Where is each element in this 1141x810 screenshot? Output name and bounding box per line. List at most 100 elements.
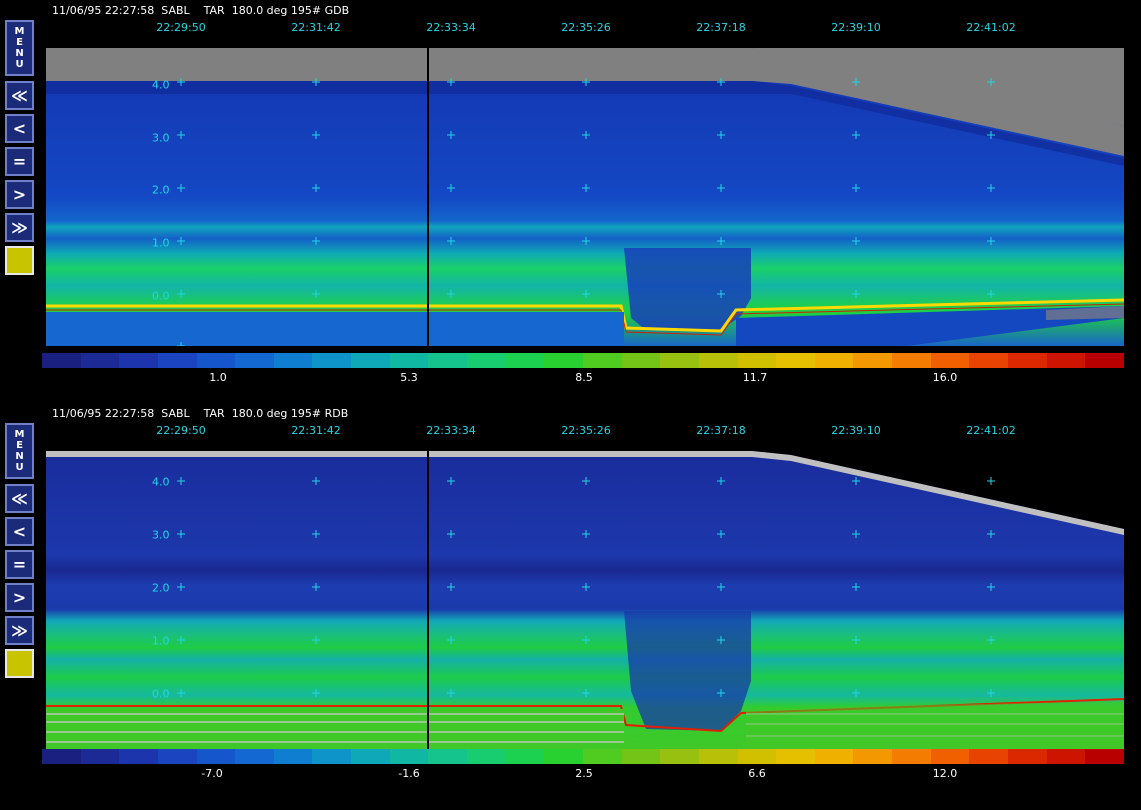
colorbar-swatch xyxy=(1008,749,1047,764)
menu-button[interactable]: M E N U xyxy=(5,20,34,76)
colorbar-swatch xyxy=(930,353,970,368)
colorbar-swatch xyxy=(737,749,777,764)
colorbar-swatch xyxy=(853,749,893,764)
time-label: 22:33:34 xyxy=(426,424,476,437)
colorbar-swatch xyxy=(351,353,390,368)
y-axis-label: 2.0 xyxy=(152,581,170,595)
colorbar-swatch xyxy=(1046,353,1086,368)
colorbar xyxy=(42,749,1124,764)
time-label: 22:39:10 xyxy=(831,21,881,34)
y-axis-label: 4.0 xyxy=(152,78,170,92)
colorbar-swatch xyxy=(582,353,622,368)
fast-forward-button[interactable]: ≫ xyxy=(5,213,34,242)
menu-letter: E xyxy=(16,440,23,451)
colorbar-swatch xyxy=(969,749,1009,764)
colorbar-swatch xyxy=(273,353,313,368)
time-label: 22:39:10 xyxy=(831,424,881,437)
y-axis-label: 2.0 xyxy=(152,183,170,197)
y-axis-label: 3.0 xyxy=(152,131,170,145)
time-label: 22:35:26 xyxy=(561,21,611,34)
color-swatch-button[interactable] xyxy=(5,649,34,678)
menu-letter: U xyxy=(15,462,24,473)
colorbar-swatch xyxy=(621,353,661,368)
colorbar-label: 11.7 xyxy=(742,371,768,384)
colorbar-swatch xyxy=(1085,353,1124,368)
time-label: 22:35:26 xyxy=(561,424,611,437)
colorbar-swatch xyxy=(621,749,661,764)
colorbar-swatch xyxy=(969,353,1009,368)
time-label: 22:37:18 xyxy=(696,424,746,437)
colorbar-swatch xyxy=(119,749,158,764)
lidar-plot[interactable] xyxy=(46,451,1124,749)
colorbar-label: 2.5 xyxy=(575,767,593,780)
panel-rdb: M E N U ≪ < = > ≫ 11/06/95 22:27:58 SABL… xyxy=(0,403,1141,803)
colorbar-swatch xyxy=(660,749,699,764)
forward-button[interactable]: > xyxy=(5,180,34,209)
colorbar-swatch xyxy=(428,749,468,764)
colorbar-swatch xyxy=(814,749,854,764)
menu-button[interactable]: M E N U xyxy=(5,423,34,479)
back-button[interactable]: < xyxy=(5,114,34,143)
colorbar-swatch xyxy=(42,353,81,368)
colorbar-swatch xyxy=(582,749,622,764)
panel-header: 11/06/95 22:27:58 SABL TAR 180.0 deg 195… xyxy=(52,4,350,17)
forward-button[interactable]: > xyxy=(5,583,34,612)
color-swatch-button[interactable] xyxy=(5,246,34,275)
colorbar-swatch xyxy=(235,353,274,368)
menu-letter: E xyxy=(16,37,23,48)
time-label: 22:29:50 xyxy=(156,424,206,437)
colorbar-swatch xyxy=(505,749,545,764)
time-label: 22:41:02 xyxy=(966,424,1016,437)
colorbar-label: -1.6 xyxy=(398,767,420,780)
time-label: 22:29:50 xyxy=(156,21,206,34)
colorbar-swatch xyxy=(467,749,506,764)
panel-gdb: M E N U ≪ < = > ≫ 11/06/95 22:27:58 SABL… xyxy=(0,0,1141,400)
colorbar-label: -7.0 xyxy=(201,767,223,780)
back-button[interactable]: < xyxy=(5,517,34,546)
menu-letter: N xyxy=(15,48,24,59)
time-label: 22:41:02 xyxy=(966,21,1016,34)
colorbar-swatch xyxy=(930,749,970,764)
colorbar-swatch xyxy=(312,749,352,764)
y-axis-label: 4.0 xyxy=(152,475,170,489)
time-label: 22:31:42 xyxy=(291,424,341,437)
lidar-plot[interactable] xyxy=(46,48,1124,346)
colorbar-swatch xyxy=(389,749,429,764)
colorbar-swatch xyxy=(737,353,777,368)
colorbar-label: 8.5 xyxy=(575,371,593,384)
colorbar-swatch xyxy=(273,749,313,764)
colorbar-label: 16.0 xyxy=(932,371,958,384)
y-axis-label: 0.0 xyxy=(152,687,170,701)
colorbar-swatch xyxy=(814,353,854,368)
menu-letter: M xyxy=(14,26,25,37)
y-axis-label: 3.0 xyxy=(152,528,170,542)
colorbar-swatch xyxy=(853,353,893,368)
colorbar-swatch xyxy=(80,749,120,764)
fast-back-button[interactable]: ≪ xyxy=(5,81,34,110)
colorbar-swatch xyxy=(892,749,931,764)
equal-button[interactable]: = xyxy=(5,550,34,579)
y-axis-label: 1.0 xyxy=(152,634,170,648)
colorbar-label: 6.6 xyxy=(748,767,766,780)
colorbar-swatch xyxy=(1008,353,1047,368)
colorbar-swatch xyxy=(235,749,274,764)
colorbar xyxy=(42,353,1124,368)
fast-back-button[interactable]: ≪ xyxy=(5,484,34,513)
colorbar-swatch xyxy=(698,353,738,368)
colorbar-label: 12.0 xyxy=(932,767,958,780)
colorbar-swatch xyxy=(776,749,815,764)
equal-button[interactable]: = xyxy=(5,147,34,176)
menu-letter: M xyxy=(14,429,25,440)
colorbar-swatch xyxy=(157,353,197,368)
colorbar-swatch xyxy=(42,749,81,764)
colorbar-swatch xyxy=(505,353,545,368)
time-label: 22:37:18 xyxy=(696,21,746,34)
time-label: 22:31:42 xyxy=(291,21,341,34)
time-label: 22:33:34 xyxy=(426,21,476,34)
colorbar-swatch xyxy=(892,353,931,368)
fast-forward-button[interactable]: ≫ xyxy=(5,616,34,645)
colorbar-swatch xyxy=(544,749,583,764)
colorbar-swatch xyxy=(119,353,158,368)
menu-letter: N xyxy=(15,451,24,462)
colorbar-label: 5.3 xyxy=(400,371,418,384)
